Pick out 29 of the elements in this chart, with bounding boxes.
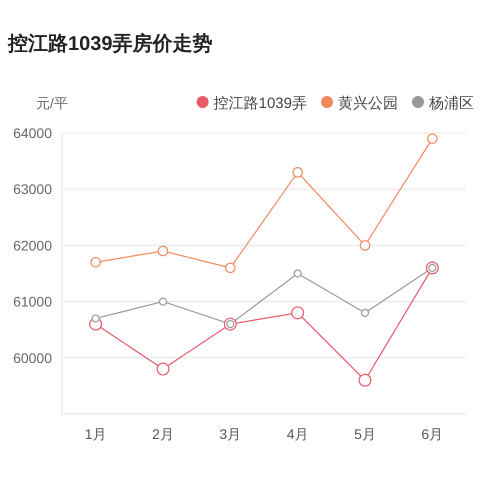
legend-label: 黄兴公园 [338, 95, 398, 112]
point [291, 306, 304, 320]
point [358, 374, 372, 387]
x-tick-label: 6月 [421, 426, 444, 442]
point [292, 167, 303, 178]
y-tick-label: 61000 [13, 294, 52, 310]
x-tick-label: 1月 [84, 426, 107, 442]
x-tick-label: 5月 [354, 426, 376, 442]
y-tick-label: 64000 [13, 125, 52, 141]
point [427, 133, 438, 144]
point [294, 269, 302, 278]
y-tick-label: 62000 [13, 237, 52, 254]
point [360, 240, 370, 251]
point [90, 256, 101, 268]
point [158, 298, 168, 306]
legend-label: 控江路1039弄 [214, 95, 307, 112]
point [156, 362, 170, 376]
point [158, 246, 168, 256]
legend-label: 杨浦区 [428, 95, 474, 112]
x-tick-label: 3月 [219, 426, 242, 442]
y-axis-title: 元/平 [36, 95, 68, 111]
y-tick-label: 63000 [13, 181, 52, 198]
x-tick-label: 4月 [286, 426, 309, 442]
point [360, 308, 370, 317]
point [225, 262, 236, 274]
point [92, 314, 100, 323]
x-tick-label: 2月 [152, 426, 174, 442]
chart-title: 控江路1039弄房价走势 [7, 32, 212, 55]
y-tick-label: 60000 [13, 350, 52, 366]
